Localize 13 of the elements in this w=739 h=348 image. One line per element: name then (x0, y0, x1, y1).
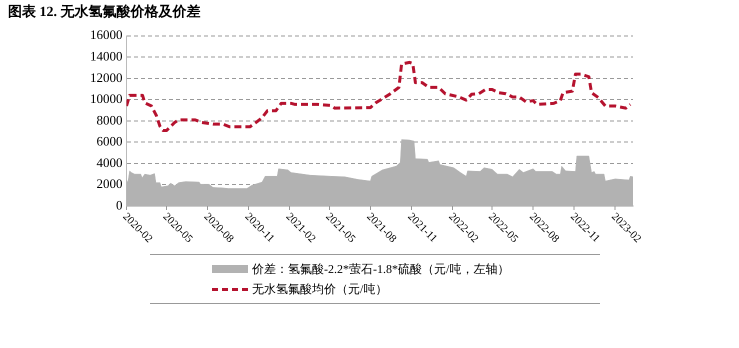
y-tick-label: 12000 (90, 70, 122, 85)
line-series (126, 60, 632, 132)
y-tick-label: 16000 (90, 27, 122, 42)
y-tick-label: 10000 (90, 91, 122, 106)
chart-title: 图表 12. 无水氢氟酸价格及价差 (8, 3, 200, 21)
y-tick-label: 4000 (96, 154, 122, 170)
y-tick-label: 8000 (96, 112, 122, 128)
y-tick-label: 14000 (90, 48, 122, 64)
legend-label: 无水氢氟酸均价（元/吨） (252, 280, 388, 298)
y-tick-label: 2000 (96, 176, 122, 192)
y-tick-label: 0 (116, 197, 122, 212)
y-tick-label: 6000 (96, 134, 122, 149)
legend-label: 价差：氢氟酸-2.2*萤石-1.8*硫酸（元/吨，左轴） (252, 260, 510, 278)
